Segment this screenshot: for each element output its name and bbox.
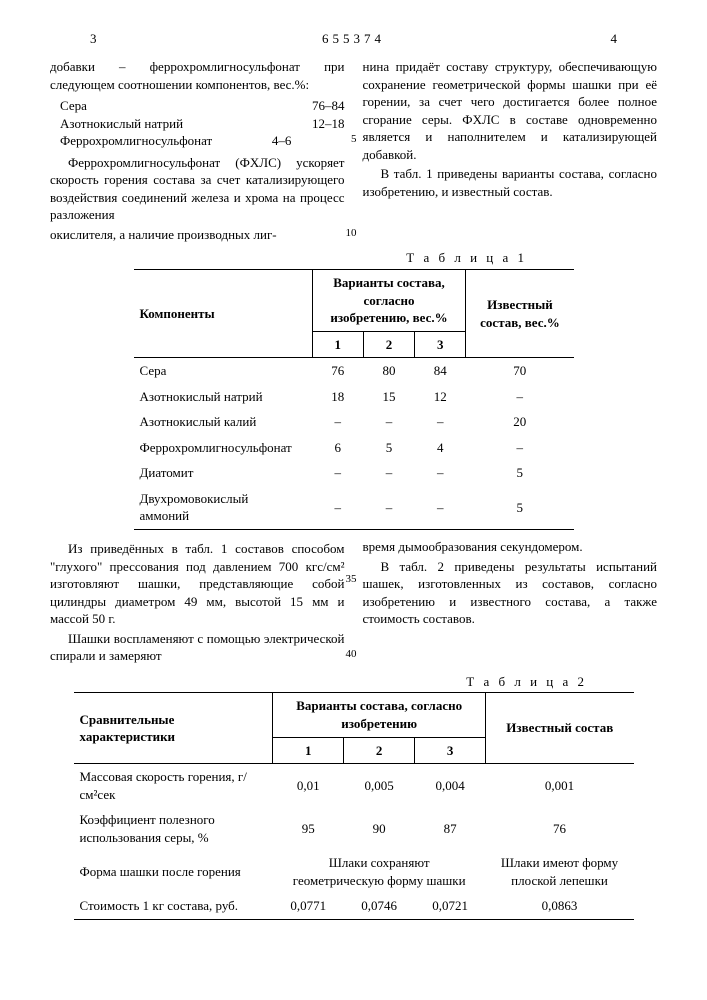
row-label: Коэффициент полезного использования серы…: [74, 807, 273, 850]
cell: 0,005: [344, 764, 415, 808]
cell: 95: [273, 807, 344, 850]
cell: 6: [312, 435, 363, 461]
cell: 0,01: [273, 764, 344, 808]
left-column: Из приведённых в табл. 1 составов способ…: [50, 538, 345, 667]
row-label: Форма шашки после горения: [74, 850, 273, 893]
cell: 0,004: [415, 764, 486, 808]
cell: 0,0721: [415, 893, 486, 919]
cell: –: [363, 460, 414, 486]
cell-span: Шлаки сохраняют геометрическую форму шаш…: [273, 850, 486, 893]
mid-columns: Из приведённых в табл. 1 составов способ…: [50, 538, 657, 667]
cell: 84: [415, 358, 466, 384]
left-column: добавки – феррохромлигносульфонат при сл…: [50, 58, 345, 243]
comp-row: Феррохромлигносульфонат4–65: [60, 132, 345, 150]
patent-number: 655374: [322, 30, 385, 48]
cell: 12: [415, 384, 466, 410]
paragraph: нина придаёт составу структуру, обеспечи…: [363, 58, 658, 163]
cell: 76: [486, 807, 634, 850]
cell: 18: [312, 384, 363, 410]
cell: 80: [363, 358, 414, 384]
row-label: Сера: [134, 358, 313, 384]
row-label: Стоимость 1 кг состава, руб.: [74, 893, 273, 919]
th-sub: 2: [363, 331, 414, 358]
row-label: Двухромовокислый аммоний: [134, 486, 313, 530]
paragraph: В табл. 1 приведены варианты состава, со…: [363, 165, 658, 200]
cell: 5: [466, 460, 574, 486]
th-known: Известный состав, вес.%: [466, 270, 574, 358]
th-variants: Варианты состава, согласно изобретению, …: [312, 270, 466, 332]
paragraph: Феррохромлигносульфонат (ФХЛС) ускоряет …: [50, 154, 345, 224]
intro-text: добавки – феррохромлигносульфонат при сл…: [50, 58, 345, 93]
th-sub: 1: [273, 737, 344, 764]
cell: –: [415, 460, 466, 486]
paragraph: В табл. 2 приведены результаты испытаний…: [363, 558, 658, 628]
comp-row: Азотнокислый натрий12–18: [60, 115, 345, 133]
row-label: Массовая скорость горения, г/см²сек: [74, 764, 273, 808]
cell: –: [312, 460, 363, 486]
row-label: Диатомит: [134, 460, 313, 486]
table-1: Компоненты Варианты состава, согласно из…: [134, 269, 574, 530]
page-num-right: 4: [611, 30, 618, 48]
row-label: Азотнокислый калий: [134, 409, 313, 435]
line-number: 10: [346, 226, 357, 241]
cell: 87: [415, 807, 486, 850]
table1-label: Т а б л и ц а 1: [50, 249, 527, 267]
cell: 4: [415, 435, 466, 461]
right-column: время дымообразования секундомером. В та…: [363, 538, 658, 667]
cell: 90: [344, 807, 415, 850]
cell: 0,0746: [344, 893, 415, 919]
cell-span: Шлаки имеют форму плоской лепешки: [486, 850, 634, 893]
right-column: нина придаёт составу структуру, обеспечи…: [363, 58, 658, 243]
component-list: Сера76–84 Азотнокислый натрий12–18 Ферро…: [60, 97, 345, 150]
cell: –: [363, 486, 414, 530]
cell: –: [466, 435, 574, 461]
page-header: 3 655374 4: [50, 30, 657, 50]
comp-row: Сера76–84: [60, 97, 345, 115]
page-num-left: 3: [90, 30, 97, 48]
row-label: Феррохромлигносульфонат: [134, 435, 313, 461]
line-number: 40: [328, 647, 357, 662]
cell: –: [415, 409, 466, 435]
cell: 0,0863: [486, 893, 634, 919]
paragraph: Из приведённых в табл. 1 составов способ…: [50, 540, 345, 628]
cell: 20: [466, 409, 574, 435]
paragraph-cont: окислителя, а наличие производных лиг-10: [50, 226, 345, 244]
th-components: Компоненты: [134, 270, 313, 358]
cell: 0,0771: [273, 893, 344, 919]
paragraph: время дымообразования секундомером.: [363, 538, 658, 556]
cell: 15: [363, 384, 414, 410]
line-number: 5: [351, 132, 357, 150]
cell: 0,001: [486, 764, 634, 808]
cell: 70: [466, 358, 574, 384]
cell: –: [312, 486, 363, 530]
cell: 5: [363, 435, 414, 461]
cell: –: [466, 384, 574, 410]
cell: 5: [466, 486, 574, 530]
cell: 76: [312, 358, 363, 384]
th-variants: Варианты состава, согласно изобретению: [273, 693, 486, 737]
cell: –: [312, 409, 363, 435]
row-label: Азотнокислый натрий: [134, 384, 313, 410]
top-columns: добавки – феррохромлигносульфонат при сл…: [50, 58, 657, 243]
th-characteristics: Сравнительные характеристики: [74, 693, 273, 764]
th-sub: 2: [344, 737, 415, 764]
paragraph: Шашки воспламеняют с помощью электрическ…: [50, 630, 345, 665]
th-sub: 1: [312, 331, 363, 358]
th-known: Известный состав: [486, 693, 634, 764]
cell: –: [415, 486, 466, 530]
table2-label: Т а б л и ц а 2: [50, 673, 587, 691]
th-sub: 3: [415, 331, 466, 358]
th-sub: 3: [415, 737, 486, 764]
table-2: Сравнительные характеристики Варианты со…: [74, 692, 634, 919]
cell: –: [363, 409, 414, 435]
